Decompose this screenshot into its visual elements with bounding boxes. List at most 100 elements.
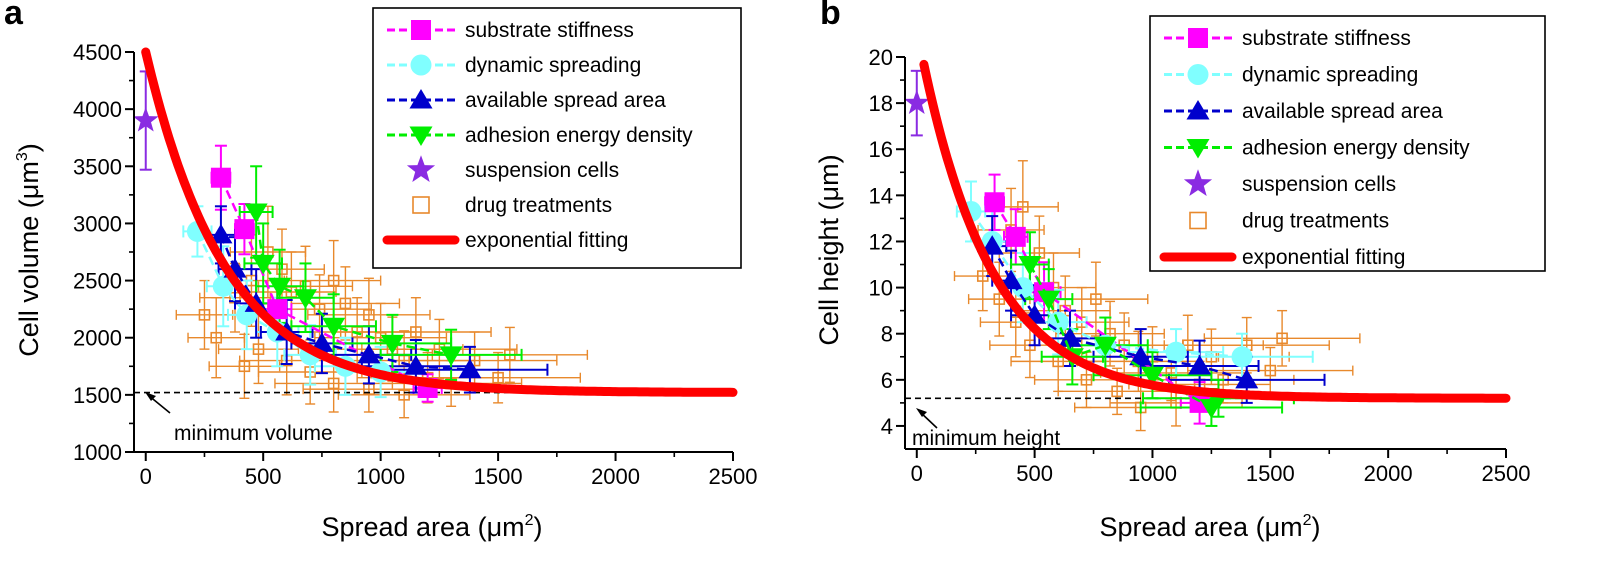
panel-a-x-tick-label: 0 [140, 464, 152, 489]
panel-a-legend-swatch [409, 126, 433, 146]
panel-b-available-spread-area-point [1235, 368, 1259, 389]
panel-a-y-tick-label: 2500 [73, 269, 122, 294]
panel-a-x-title: Spread area (μm2) [321, 512, 542, 542]
panel-b-adhesion-energy-density-point [1140, 366, 1164, 387]
panel-a-legend-frame [372, 7, 742, 269]
panel-a-x-unit-sup: 2 [525, 512, 534, 529]
panel-a-adhesion-energy-density-point [322, 317, 346, 338]
panel-b-y-label: Cell height [814, 217, 844, 345]
panel-b-annotation-group: minimum height [912, 408, 1060, 450]
panel-b-legend-swatch [1189, 211, 1207, 230]
panel-a-annotation-arrowhead [145, 392, 156, 401]
chart-panel-a: 0 500 1000 1500 2000 2500 1000 1500 2000 2500 3000… [14, 7, 757, 542]
panel-a-x-tick-label: 1500 [474, 464, 523, 489]
panel-b-x-unit-sup: 2 [1303, 512, 1312, 529]
panel-b-exponential-fit-curve [919, 59, 1511, 403]
panel-a-available-spread-area-point [458, 358, 482, 379]
panel-b-marks [903, 59, 1511, 432]
panel-a-drug-treatment-point [210, 331, 223, 344]
panel-b-ticks: 0 500 1000 1500 2000 2500 4 6 8 10 12 14 16 18 20 [869, 45, 1531, 486]
panel-b-x-tick-label: 1500 [1246, 461, 1295, 486]
panel-b-drug-treatment-point [1264, 364, 1277, 377]
panel-a-exponential-fit-curve [141, 47, 738, 397]
panel-b-drug-treatment-point [1080, 374, 1093, 386]
panel-a-legend-swatch [409, 89, 433, 109]
panel-b-available-spread-area-point [1188, 354, 1212, 375]
panel-b-available-spread-area-point [999, 269, 1023, 290]
panel-b-legend-label: adhesion energy density [1242, 137, 1470, 160]
panel-b-adhesion-energy-density-point [1018, 256, 1042, 276]
panel-a-annotation: minimum volume [174, 422, 333, 445]
panel-b-legend-swatch [1187, 64, 1209, 85]
panel-a-y-tick-label: 4000 [73, 97, 122, 122]
panel-b-annotation-arrowhead [916, 408, 927, 417]
panel-a-substrate-stiffness-point [210, 167, 231, 188]
panel-a-drug-treatment-point [339, 297, 352, 310]
panel-a-available-spread-area-point [357, 343, 381, 364]
panel-b-suspension-cells-point [903, 89, 930, 114]
panel-b-drug-treatment-point [1276, 332, 1288, 345]
panel-b-y-tick-label: 10 [869, 276, 893, 301]
panel-b-y-tick-label: 20 [869, 45, 893, 70]
panel-a-y-tick-label: 1000 [73, 440, 122, 465]
panel-a-suspension-cells-point [132, 107, 159, 132]
panel-a-adhesion-energy-density-point [251, 254, 275, 275]
panel-b-x-tick-label: 2000 [1364, 461, 1413, 486]
panel-b-drug-treatment-point [1111, 385, 1123, 398]
panel-a-legend-label: adhesion energy density [465, 124, 693, 147]
panel-a-x-unit: (μm [478, 512, 525, 542]
panel-b-y-tick-label: 8 [881, 322, 893, 347]
panel-a-legend: substrate stiffness dynamic spreading avai… [372, 7, 742, 269]
panel-a-x-label: Spread area [321, 512, 471, 542]
panel-a-y-tick-label: 4500 [73, 40, 122, 65]
panel-a-ticks: 0 500 1000 1500 2000 2500 1000 1500 2000 2500 3000… [73, 40, 757, 489]
panel-a-y-tick-label: 3000 [73, 211, 122, 236]
panel-b-legend-label: suspension cells [1242, 173, 1396, 196]
panel-a-available-spread-area-point [404, 355, 428, 375]
panel-a-annotation-group: minimum volume [145, 392, 333, 445]
panel-a-legend-label: substrate stiffness [465, 19, 634, 42]
panel-a-adhesion-energy-density-point [439, 346, 463, 366]
panel-b-drug-treatment-point [1090, 293, 1102, 305]
panel-a-y-tick-label: 1500 [73, 383, 122, 408]
panel-b-legend-swatch [1186, 139, 1210, 159]
panel-a-legend-label: available spread area [465, 89, 666, 112]
panel-b-y-tick-label: 18 [869, 91, 893, 116]
panel-a-y-tick-label: 3500 [73, 154, 122, 179]
panel-b-legend-swatch [1183, 169, 1213, 196]
panel-a-legend-label: exponential fitting [465, 229, 628, 252]
panel-b-available-spread-area-point [1058, 327, 1082, 347]
panel-a-drug-treatment-point [327, 274, 340, 287]
panel-b-legend-swatch [1188, 28, 1208, 48]
panel-a-drug-treatment-point [410, 326, 422, 338]
panel-b-x-tick-label: 500 [1016, 461, 1053, 486]
panel-b-y-tick-label: 12 [869, 229, 893, 254]
panel-b-drug-treatment-point [1017, 201, 1029, 213]
panel-a-legend-swatch [411, 20, 431, 40]
panel-b-x-tick-label: 2500 [1482, 461, 1531, 486]
panel-a-x-tick-label: 2500 [709, 464, 758, 489]
panel-b-x-title: Spread area (μm2) [1099, 512, 1320, 542]
panel-a-y-unit: (μm [14, 161, 44, 208]
panel-b-x-tick-label: 1000 [1128, 461, 1177, 486]
panel-a-legend-swatch [406, 155, 436, 182]
panel-a-marks [132, 47, 738, 419]
panel-a-dynamic-spreading-point [212, 275, 234, 297]
panel-b-x-label: Spread area [1099, 512, 1249, 542]
panel-b-x-unit: (μm [1256, 512, 1303, 542]
panel-a-drug-treatment-point [327, 377, 340, 390]
panel-b-legend-swatch [1186, 100, 1210, 120]
panel-b-legend-label: dynamic spreading [1242, 64, 1418, 87]
panel-a-label: a [4, 0, 24, 32]
panel-a-x-tick-label: 500 [245, 464, 282, 489]
panel-a-drug-treatment-point [238, 360, 251, 373]
panel-b-annotation: minimum height [912, 427, 1060, 450]
panel-b-x-tick-label: 0 [911, 461, 923, 486]
panel-b-label: b [820, 0, 841, 32]
panel-a-drug-treatment-point [398, 389, 410, 401]
panel-a-available-spread-area-point [310, 332, 334, 352]
panel-a-x-tick-label: 2000 [591, 464, 640, 489]
panel-b-available-spread-area-point [1129, 345, 1153, 366]
panel-a-legend-label: suspension cells [465, 159, 619, 182]
